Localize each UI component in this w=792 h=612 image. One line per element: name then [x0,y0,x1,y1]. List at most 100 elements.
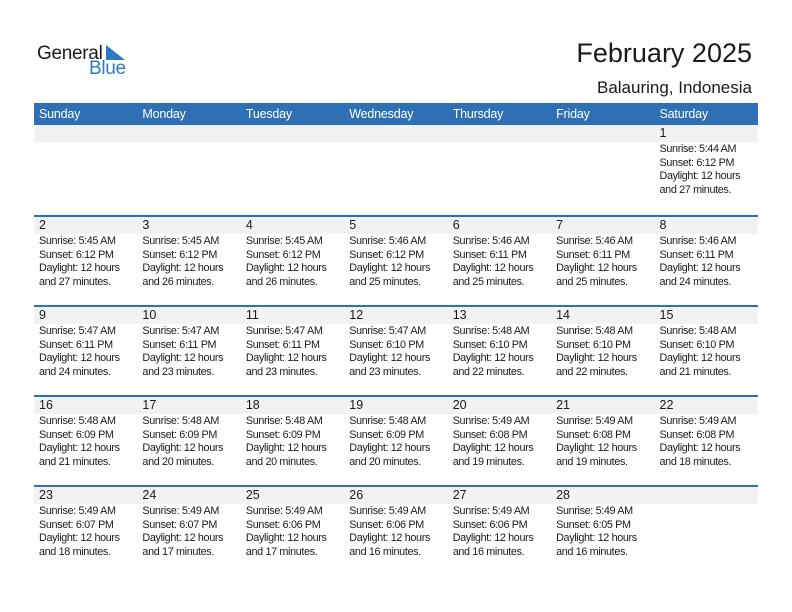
sunset-text: Sunset: 6:09 PM [142,428,217,441]
day-info: Sunrise: 5:48 AM Sunset: 6:10 PM Daylight:… [551,324,654,379]
day-info: Sunrise: 5:46 AM Sunset: 6:11 PM Daylight:… [655,234,758,289]
sunset-text: Sunset: 6:06 PM [452,518,528,531]
day-number: 9 [34,307,138,324]
sunrise-text: Sunrise: 5:45 AM [142,235,220,247]
daylight-text: and 21 minutes. [39,455,111,468]
day-cell: 12 Sunrise: 5:47 AM Sunset: 6:10 PM Dayligh… [344,307,448,395]
sunset-text: Sunset: 6:11 PM [452,248,527,261]
day-number: 6 [447,217,552,234]
week-row: 1 Sunrise: 5:44 AM Sunset: 6:12 PM Daylight… [34,125,758,215]
day-number: 26 [344,487,448,504]
day-number: 11 [240,307,345,324]
day-info: Sunrise: 5:49 AM Sunset: 6:08 PM Daylight:… [448,414,551,469]
day-info: Sunrise: 5:49 AM Sunset: 6:06 PM Daylight:… [241,504,344,559]
day-cell [137,125,241,215]
day-cell [344,125,448,215]
daylight-text: and 24 minutes. [659,275,732,288]
day-info: Sunrise: 5:47 AM Sunset: 6:11 PM Daylight:… [241,324,344,379]
daylight-text: and 22 minutes. [556,365,628,378]
day-info: Sunrise: 5:47 AM Sunset: 6:10 PM Daylight:… [344,324,447,379]
daylight-text: and 16 minutes. [556,545,628,558]
day-number: 18 [240,397,345,414]
daylight-text: Daylight: 12 hours [659,170,741,182]
day-cell: 17 Sunrise: 5:48 AM Sunset: 6:09 PM Dayligh… [137,397,241,485]
day-cell: 18 Sunrise: 5:48 AM Sunset: 6:09 PM Dayligh… [240,397,345,485]
day-number: 23 [34,487,138,504]
daylight-text: Daylight: 12 hours [556,352,637,364]
day-cell: 7 Sunrise: 5:46 AM Sunset: 6:11 PM Daylight… [551,217,655,305]
sunset-text: Sunset: 6:12 PM [142,248,217,261]
day-number: 28 [551,487,655,504]
day-number: 19 [344,397,448,414]
daylight-text: Daylight: 12 hours [452,532,534,544]
sunset-text: Sunset: 6:10 PM [349,338,424,351]
daylight-text: and 23 minutes. [245,365,318,378]
sunset-text: Sunset: 6:09 PM [349,428,424,441]
daylight-text: and 20 minutes. [245,455,318,468]
logo-text-general: General [37,43,103,64]
daylight-text: and 19 minutes. [452,455,525,468]
sunrise-text: Sunrise: 5:48 AM [245,415,323,427]
daylight-text: Daylight: 12 hours [142,442,224,454]
weekday-saturday: Saturday [659,107,709,121]
sunrise-text: Sunrise: 5:49 AM [39,505,116,517]
daylight-text: Daylight: 12 hours [349,532,430,544]
daylight-text: Daylight: 12 hours [245,262,327,274]
daylight-text: and 21 minutes. [659,365,732,378]
day-number: 7 [551,217,655,234]
day-info: Sunrise: 5:49 AM Sunset: 6:08 PM Daylight:… [551,414,654,469]
sunset-text: Sunset: 6:06 PM [245,518,321,531]
day-number: 24 [137,487,241,504]
daylight-text: Daylight: 12 hours [245,532,327,544]
day-info: Sunrise: 5:46 AM Sunset: 6:11 PM Daylight:… [448,234,551,289]
sunset-text: Sunset: 6:09 PM [245,428,321,441]
daylight-text: and 27 minutes. [659,183,732,196]
day-cell: 8 Sunrise: 5:46 AM Sunset: 6:11 PM Daylight… [654,217,758,305]
sunrise-text: Sunrise: 5:48 AM [659,325,737,337]
day-number: 10 [137,307,241,324]
day-cell: 22 Sunrise: 5:49 AM Sunset: 6:08 PM Dayligh… [654,397,758,485]
day-info: Sunrise: 5:49 AM Sunset: 6:07 PM Daylight:… [137,504,240,559]
day-number: 15 [654,307,758,324]
daylight-text: Daylight: 12 hours [349,352,430,364]
sunrise-text: Sunrise: 5:48 AM [452,325,530,337]
weekday-wednesday: Wednesday [349,107,414,121]
week-row: 9 Sunrise: 5:47 AM Sunset: 6:11 PM Daylight… [34,305,758,395]
daylight-text: and 27 minutes. [39,275,111,288]
day-info: Sunrise: 5:48 AM Sunset: 6:09 PM Daylight:… [344,414,447,469]
day-cell: 11 Sunrise: 5:47 AM Sunset: 6:11 PM Dayligh… [240,307,345,395]
daylight-text: and 17 minutes. [245,545,318,558]
daylight-text: Daylight: 12 hours [349,442,430,454]
sunrise-text: Sunrise: 5:47 AM [349,325,426,337]
day-cell: 28 Sunrise: 5:49 AM Sunset: 6:05 PM Dayligh… [551,487,655,575]
day-number: 25 [240,487,345,504]
day-info: Sunrise: 5:49 AM Sunset: 6:06 PM Daylight:… [344,504,447,559]
sunrise-text: Sunrise: 5:48 AM [556,325,633,337]
sunrise-text: Sunrise: 5:48 AM [39,415,116,427]
sunset-text: Sunset: 6:12 PM [245,248,321,261]
daylight-text: Daylight: 12 hours [349,262,430,274]
location: Balauring, Indonesia [596,78,752,97]
daylight-text: Daylight: 12 hours [659,352,741,364]
daylight-text: Daylight: 12 hours [39,532,120,544]
daylight-text: and 20 minutes. [142,455,214,468]
day-cell: 14 Sunrise: 5:48 AM Sunset: 6:10 PM Dayligh… [551,307,655,395]
day-number [137,125,241,142]
day-cell: 3 Sunrise: 5:45 AM Sunset: 6:12 PM Daylight… [137,217,241,305]
day-cell [447,125,552,215]
sunset-text: Sunset: 6:12 PM [39,248,114,261]
logo-triangle-icon [106,45,125,60]
sunset-text: Sunset: 6:10 PM [452,338,528,351]
day-number: 20 [447,397,552,414]
day-number: 13 [447,307,552,324]
day-number: 8 [654,217,758,234]
day-cell: 10 Sunrise: 5:47 AM Sunset: 6:11 PM Dayligh… [137,307,241,395]
day-number: 21 [551,397,655,414]
page-title: February 2025 [576,38,752,68]
daylight-text: Daylight: 12 hours [245,442,327,454]
sunset-text: Sunset: 6:11 PM [556,248,630,261]
day-info: Sunrise: 5:44 AM Sunset: 6:12 PM Daylight:… [655,142,758,197]
day-cell [34,125,138,215]
day-cell: 19 Sunrise: 5:48 AM Sunset: 6:09 PM Dayligh… [344,397,448,485]
daylight-text: and 26 minutes. [142,275,214,288]
